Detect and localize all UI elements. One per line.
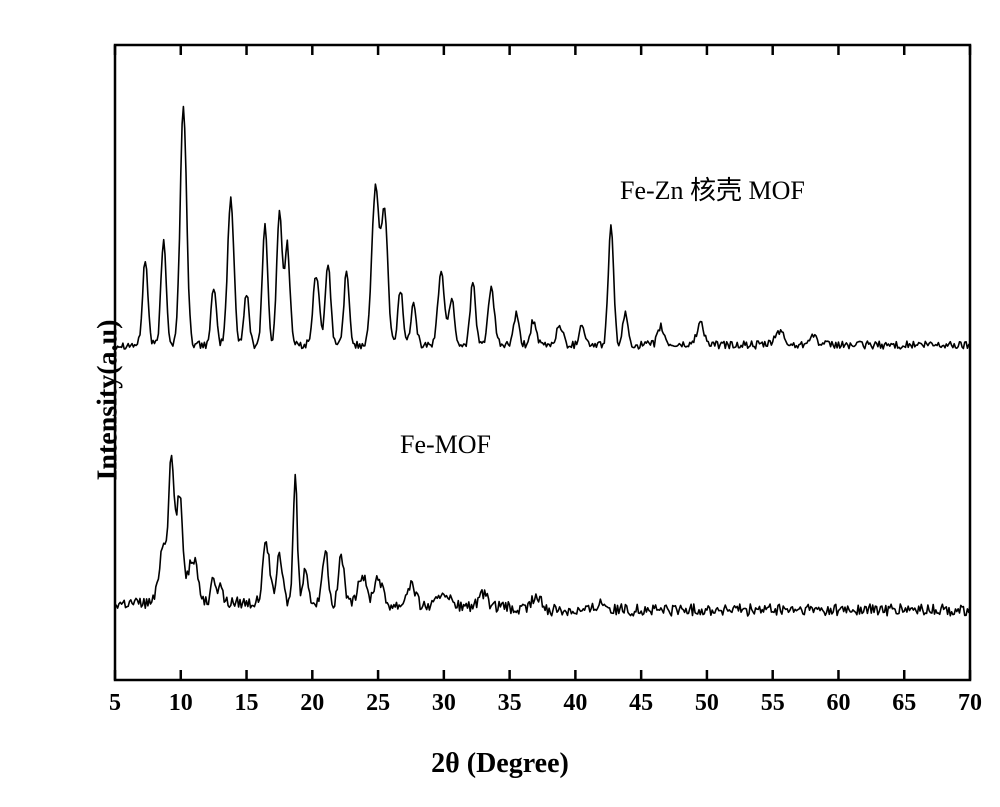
x-tick-label: 15 — [227, 690, 267, 717]
series-label-fe-mof: Fe-MOF — [400, 430, 491, 460]
x-tick-label: 25 — [358, 690, 398, 717]
x-tick-label: 45 — [621, 690, 661, 717]
x-tick-label: 60 — [818, 690, 858, 717]
x-tick-label: 20 — [292, 690, 332, 717]
chart-svg — [0, 0, 1000, 802]
x-tick-label: 55 — [753, 690, 793, 717]
series-label-fe-zn: Fe-Zn 核壳 MOF — [620, 170, 805, 207]
x-tick-label: 40 — [555, 690, 595, 717]
x-tick-label: 35 — [490, 690, 530, 717]
x-axis-label: 2θ (Degree) — [0, 748, 1000, 780]
xrd-chart: Intensity(a.u) 2θ (Degree) Fe-Zn 核壳 MOF … — [0, 0, 1000, 802]
y-axis-label: Intensity(a.u) — [93, 319, 125, 480]
x-tick-label: 50 — [687, 690, 727, 717]
x-tick-label: 30 — [424, 690, 464, 717]
x-tick-label: 5 — [95, 690, 135, 717]
x-tick-label: 10 — [161, 690, 201, 717]
x-tick-label: 70 — [950, 690, 990, 717]
x-tick-label: 65 — [884, 690, 924, 717]
